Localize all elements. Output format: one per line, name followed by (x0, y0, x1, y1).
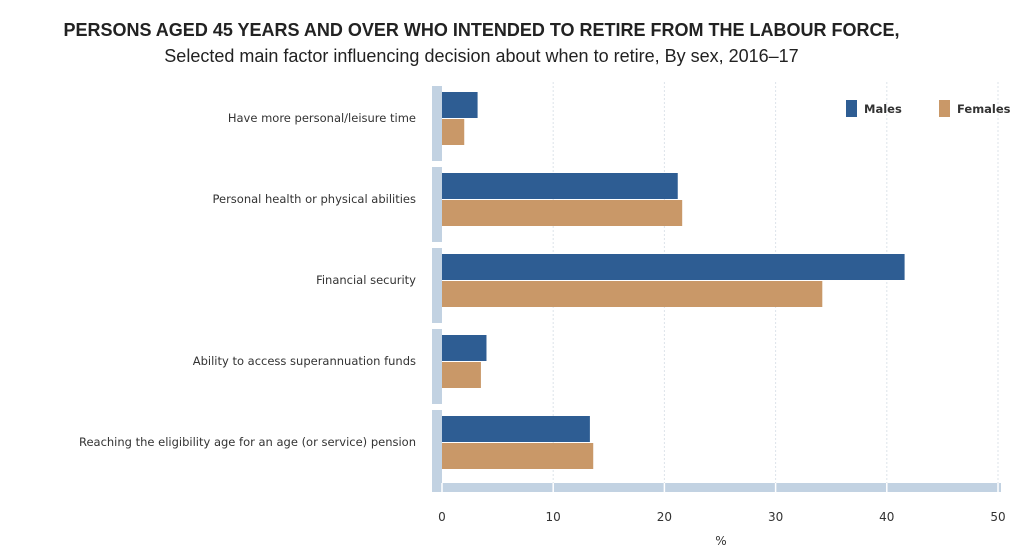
bar-females (442, 281, 823, 307)
x-tick-label: 40 (879, 510, 894, 524)
x-tick-label: 50 (990, 510, 1005, 524)
y-axis-segment (432, 86, 442, 161)
bar-males (442, 92, 478, 118)
bar-females (442, 200, 683, 226)
bar-females (442, 119, 465, 145)
x-axis-label: % (715, 534, 726, 548)
y-axis-segment (432, 410, 442, 485)
category-label: Have more personal/leisure time (228, 111, 416, 125)
bar-males (442, 173, 678, 199)
chart-title: PERSONS AGED 45 YEARS AND OVER WHO INTEN… (63, 20, 900, 40)
x-tick-label: 30 (768, 510, 783, 524)
bar-females (442, 362, 481, 388)
x-tick-label: 0 (438, 510, 446, 524)
y-axis-segment (432, 329, 442, 404)
legend-swatch-males (846, 100, 857, 117)
legend-label-females: Females (957, 102, 1011, 116)
bar-males (442, 416, 590, 442)
bar-males (442, 335, 487, 361)
y-axis-segment (432, 167, 442, 242)
category-label: Personal health or physical abilities (212, 192, 416, 206)
chart-subtitle: Selected main factor influencing decisio… (164, 46, 799, 66)
category-label: Financial security (316, 273, 416, 287)
x-tick-label: 10 (546, 510, 561, 524)
x-tick-label: 20 (657, 510, 672, 524)
x-axis-line (432, 483, 1001, 492)
category-label: Ability to access superannuation funds (193, 354, 416, 368)
y-axis-segment (432, 248, 442, 323)
bar-females (442, 443, 594, 469)
category-label: Reaching the eligibility age for an age … (79, 435, 416, 449)
legend-swatch-females (939, 100, 950, 117)
bar-males (442, 254, 905, 280)
legend-label-males: Males (864, 102, 902, 116)
